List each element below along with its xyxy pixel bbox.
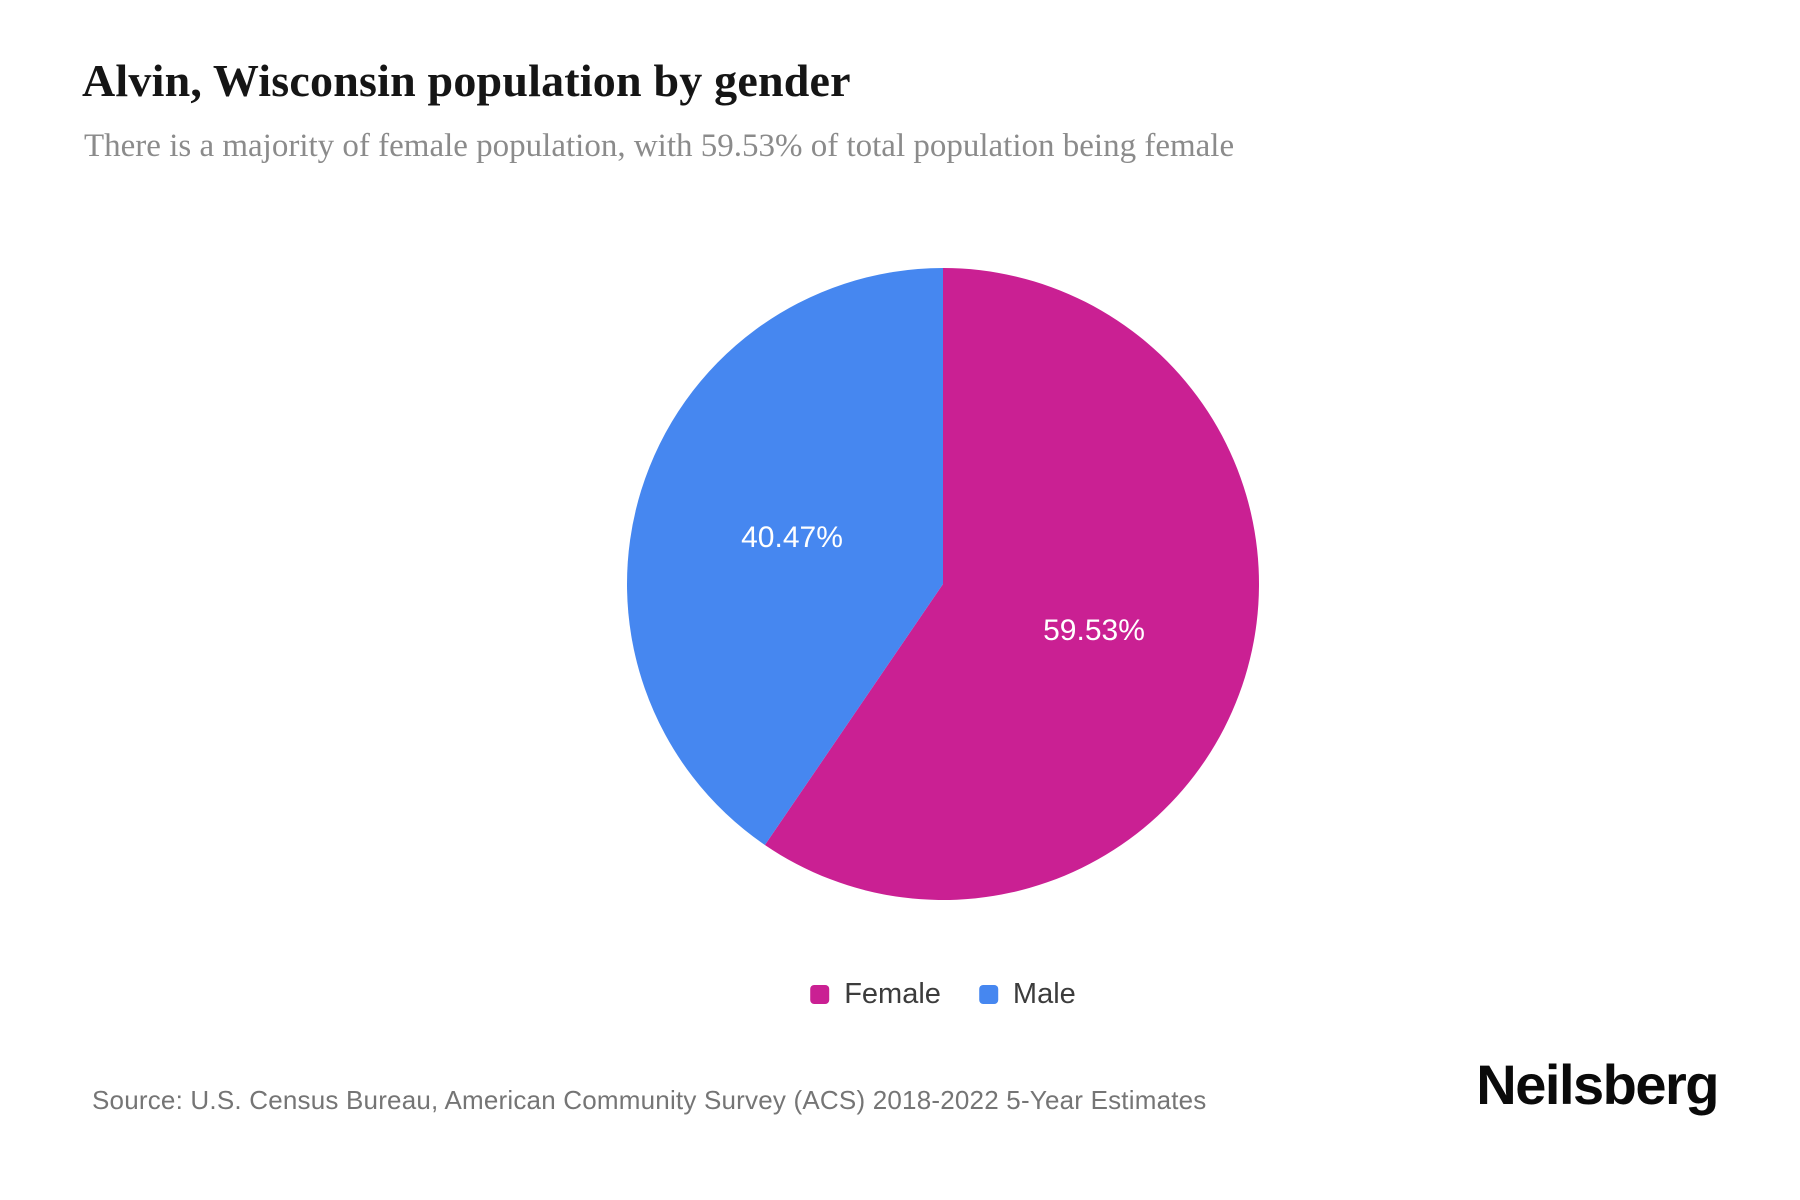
legend-item-male[interactable]: Male: [978, 978, 1076, 1011]
pie-slice-male[interactable]: [627, 268, 943, 846]
pie-svg: 59.53% 40.47%: [627, 268, 1260, 900]
slice-label-female: 59.53%: [1043, 614, 1145, 647]
pie-slice-female[interactable]: [764, 268, 1260, 900]
source-text: Source: U.S. Census Bureau, American Com…: [92, 1085, 1207, 1115]
pie-chart: 59.53% 40.47%: [623, 264, 1263, 904]
female-legend-label: Female: [844, 978, 941, 1010]
legend-item-female[interactable]: Female: [810, 978, 941, 1011]
slice-label-male: 40.47%: [741, 521, 843, 554]
chart-title: Alvin, Wisconsin population by gender: [82, 55, 851, 106]
legend: Female Male: [810, 978, 1076, 1011]
brand-logo: Neilsberg: [1476, 1053, 1719, 1116]
chart-subtitle: There is a majority of female population…: [84, 128, 1235, 164]
male-legend-label: Male: [1012, 978, 1076, 1010]
female-legend-swatch: [810, 985, 830, 1004]
male-legend-swatch: [978, 985, 998, 1004]
